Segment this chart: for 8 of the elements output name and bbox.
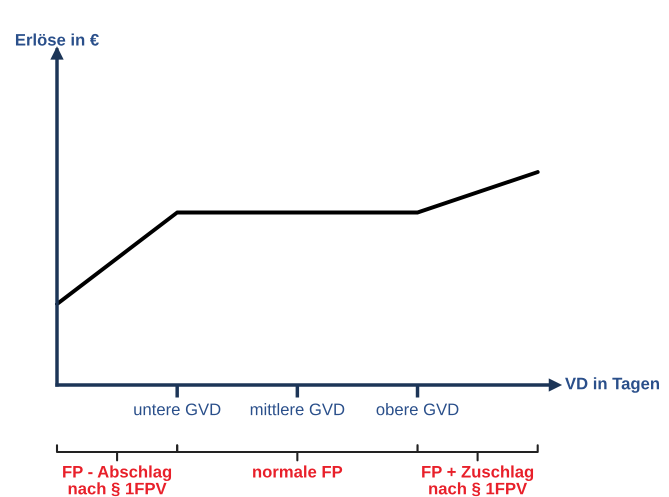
x-axis-title: VD in Tagen [565, 377, 660, 393]
x-tick-label: obere GVD [376, 403, 458, 416]
text: FP - Abschlag nach § 1FPV [63, 465, 172, 496]
x-tick-label: mittlere GVD [250, 403, 344, 416]
x-tick-label: untere GVD [134, 403, 220, 416]
text: FP + Zuschlag nach § 1FPV [422, 465, 534, 496]
text: normale FP [253, 465, 342, 478]
text: Erlöse in € [16, 33, 99, 46]
